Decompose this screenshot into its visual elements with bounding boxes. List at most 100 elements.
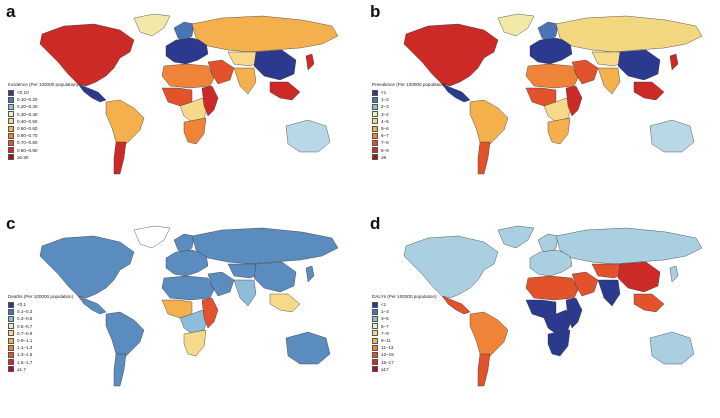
- region-central-africa: [179, 309, 209, 335]
- region-europe: [165, 249, 209, 277]
- region-north-africa: [525, 63, 579, 89]
- legend-row: 0.60–0.70: [8, 132, 78, 139]
- legend-row: 0.80–0.90: [8, 147, 78, 154]
- legend-swatch: [372, 111, 378, 118]
- region-southern-africa: [183, 329, 207, 357]
- region-south-america: [105, 311, 145, 361]
- legend-label: 0.7–0.9: [17, 330, 33, 336]
- legend-row: 0.1–0.3: [8, 308, 73, 315]
- region-north-america: [39, 235, 135, 299]
- region-southern-africa: [547, 329, 571, 357]
- region-north-africa: [525, 275, 579, 301]
- legend-label: 9–11: [381, 338, 391, 344]
- region-japan: [305, 265, 315, 283]
- panel-d: d DALYs (Per 100000 population) <1 1–3 3–5…: [366, 214, 718, 414]
- legend-label: 7–9: [381, 330, 389, 336]
- legend-label: 7–8: [381, 140, 389, 146]
- legend-label: 5–7: [381, 323, 389, 329]
- region-southeast-asia: [269, 81, 301, 101]
- legend-swatch: [372, 147, 378, 154]
- region-russia: [555, 227, 703, 265]
- legend-row: 15–17: [372, 359, 437, 366]
- region-greenland: [497, 13, 535, 37]
- region-north-america: [39, 23, 135, 87]
- region-south-asia: [233, 279, 257, 307]
- legend-label: ≥9: [381, 154, 387, 160]
- region-east-africa: [565, 85, 583, 117]
- legend-label: 0.1–0.3: [17, 309, 33, 315]
- legend-label: 13–15: [381, 352, 394, 358]
- legend-swatch: [8, 96, 14, 103]
- region-greenland: [497, 225, 535, 249]
- legend-swatch: [372, 330, 378, 337]
- region-central-africa: [543, 309, 573, 335]
- map-prevalence: [403, 13, 703, 175]
- legend-row: 5–6: [372, 125, 446, 132]
- legend-swatch: [8, 132, 14, 139]
- legend-label: 8–9: [381, 147, 389, 153]
- region-japan: [305, 53, 315, 71]
- legend-swatch: [8, 125, 14, 132]
- region-south-america-south: [113, 141, 127, 175]
- legend-label: <1: [381, 302, 387, 308]
- region-east-africa: [201, 297, 219, 329]
- legend-swatch: [372, 154, 378, 161]
- legend-label: 1.1–1.3: [17, 345, 33, 351]
- legend-swatch: [8, 330, 14, 337]
- legend-row: 1–2: [372, 96, 446, 103]
- legend-row: 4–5: [372, 118, 446, 125]
- legend-row: 0.10–0.20: [8, 96, 78, 103]
- legend-row: ≥1.7: [8, 366, 73, 373]
- legend: Prevalence (Per 100000 population) <1 1–2…: [372, 82, 446, 161]
- legend-swatch: [8, 147, 14, 154]
- region-russia: [191, 15, 339, 53]
- legend-swatch: [372, 344, 378, 351]
- region-middle-east: [207, 59, 235, 85]
- legend-label: 3–4: [381, 111, 389, 117]
- legend-swatch: [8, 103, 14, 110]
- legend-row: <0.1: [8, 301, 73, 308]
- region-europe: [529, 249, 573, 277]
- legend-label: ≥17: [381, 366, 389, 372]
- region-australia: [649, 331, 695, 365]
- legend-swatch: [372, 118, 378, 125]
- legend-swatch: [8, 359, 14, 366]
- legend-row: 0.7–0.9: [8, 330, 73, 337]
- panel-letter: d: [370, 214, 381, 233]
- legend-swatch: [372, 139, 378, 146]
- legend-row: 0.20–0.30: [8, 103, 78, 110]
- legend-row: 11–13: [372, 344, 437, 351]
- panel-b: b Prevalence (Per 100000 population) <1 1…: [366, 2, 718, 202]
- legend-row: 1.1–1.3: [8, 344, 73, 351]
- map-dalys: [403, 225, 703, 387]
- legend-swatch: [372, 301, 378, 308]
- region-southeast-asia: [633, 293, 665, 313]
- region-central-america: [441, 83, 471, 103]
- legend-row: 0.40–0.50: [8, 118, 78, 125]
- legend-label: 0.80–0.90: [17, 147, 38, 153]
- legend-label: ≥1.7: [17, 366, 26, 372]
- region-greenland: [133, 13, 171, 37]
- region-south-asia: [597, 67, 621, 95]
- legend-row: <1: [372, 301, 437, 308]
- legend-swatch: [8, 89, 14, 96]
- region-south-america-south: [477, 141, 491, 175]
- legend-label: 0.50–0.60: [17, 126, 38, 132]
- legend-swatch: [8, 308, 14, 315]
- legend-row: 2–3: [372, 103, 446, 110]
- legend-label: 15–17: [381, 359, 394, 365]
- legend-swatch: [8, 301, 14, 308]
- legend-swatch: [372, 103, 378, 110]
- legend-swatch: [8, 323, 14, 330]
- legend-label: 4–5: [381, 118, 389, 124]
- region-japan: [669, 265, 679, 283]
- legend-row: 13–15: [372, 351, 437, 358]
- legend-label: 0.40–0.50: [17, 118, 38, 124]
- legend: DALYs (Per 100000 population) <1 1–3 3–5 5–…: [372, 294, 437, 373]
- legend-label: 0.60–0.70: [17, 133, 38, 139]
- legend-label: 1.3–1.5: [17, 352, 33, 358]
- region-central-america: [441, 295, 471, 315]
- legend-row: 1.5–1.7: [8, 359, 73, 366]
- region-north-africa: [161, 63, 215, 89]
- legend-label: 0.3–0.5: [17, 316, 33, 322]
